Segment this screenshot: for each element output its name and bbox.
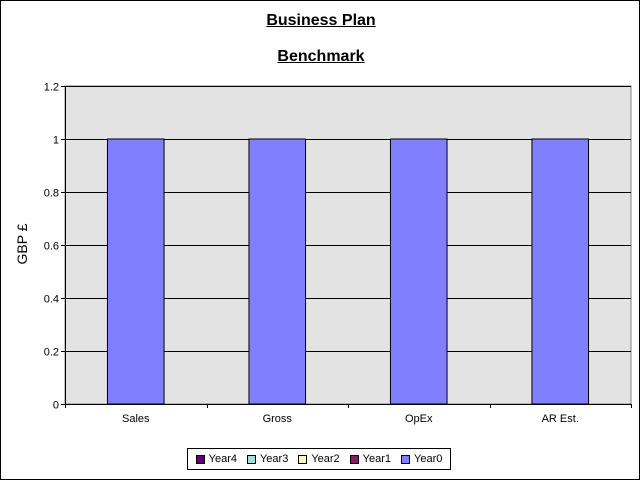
x-tick-label: OpEx [405,413,433,425]
y-tick-label: 0 [53,400,59,412]
y-tick-label: 0.2 [44,347,59,359]
legend-item: Year2 [298,453,340,465]
bar-year0 [389,138,448,405]
x-tick-label: Gross [263,413,293,425]
legend-label: Year3 [259,453,289,465]
legend-item: Year1 [349,453,392,465]
y-tick-label: 0.4 [44,294,59,306]
y-tick-label: 1.2 [44,82,59,94]
bar-year0 [248,138,307,405]
bar-year0 [106,138,165,405]
legend-swatch [195,454,205,464]
chart-subtitle: Benchmark [277,48,365,65]
y-tick-label: 0.6 [44,241,59,253]
y-tick-label: 1 [53,135,59,147]
legend-label: Year1 [362,453,392,465]
legend-item: Year4 [195,453,237,465]
x-tick-label: Sales [122,413,150,425]
legend: Year4 Year3 Year2 Year1 Year0 [187,448,451,470]
legend-label: Year2 [311,453,340,465]
legend-swatch [298,454,308,464]
legend-item: Year0 [401,453,442,465]
legend-swatch [401,454,411,464]
legend-label: Year0 [414,453,443,465]
y-tick-label: 0.8 [44,188,59,200]
legend-item: Year3 [246,453,289,465]
legend-label: Year4 [208,453,237,465]
legend-swatch [349,454,359,464]
chart-title: Business Plan [266,12,376,29]
legend-swatch [246,454,256,464]
x-tick-label: AR Est. [542,413,579,425]
bar-year0 [531,138,590,405]
